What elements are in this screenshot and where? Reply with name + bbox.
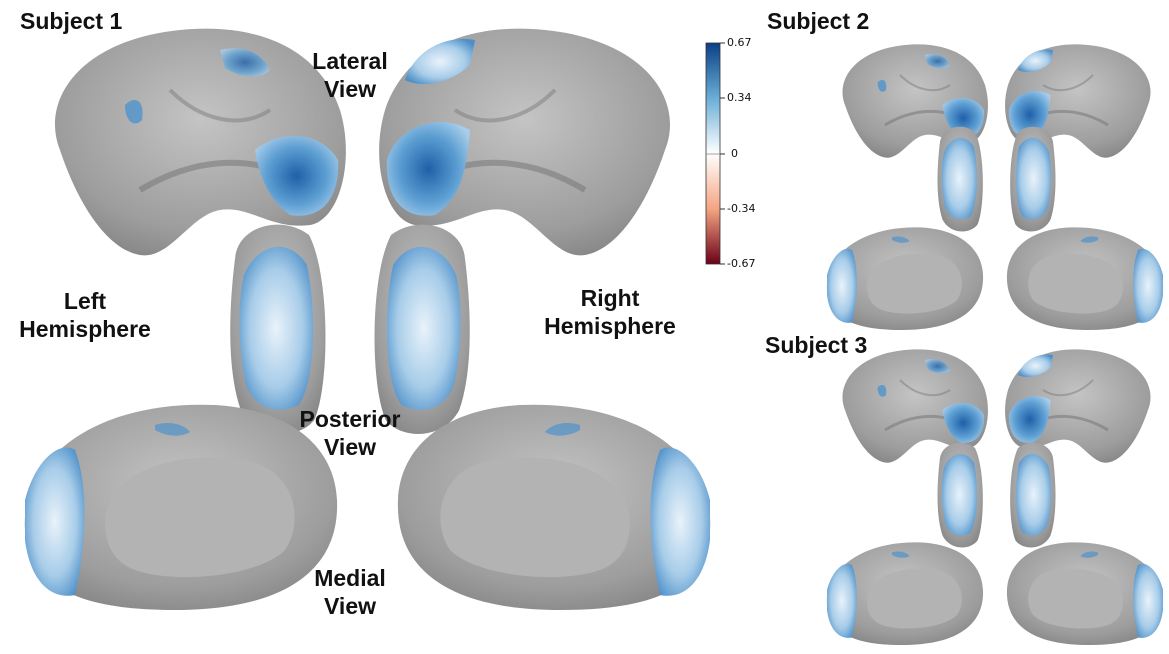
- subject3-medial-right-brain: [1006, 542, 1164, 645]
- colorbar-tick-0: 0: [731, 147, 738, 160]
- medial-view-label: Medial View: [314, 565, 386, 619]
- lateral-view-label: Lateral View: [312, 48, 388, 102]
- subject2-posterior-left-brain: [937, 126, 983, 232]
- subject2-posterior-right-brain: [1010, 126, 1056, 232]
- subject2-medial-right-brain: [1006, 227, 1164, 330]
- subject-1-label: Subject 1: [20, 8, 123, 34]
- colorbar-tick-0.67: 0.67: [727, 36, 752, 49]
- subject3-posterior-right-brain: [1010, 442, 1056, 548]
- colorbar-tick-0.34: 0.34: [727, 91, 752, 104]
- subject1-lateral-right-brain: [379, 29, 670, 256]
- left-hemisphere-label: Left Hemisphere: [19, 288, 151, 342]
- subject-2-label: Subject 2: [767, 8, 870, 34]
- colorbar-tick-neg-0.34: -0.34: [727, 202, 756, 215]
- colorbar: [705, 42, 725, 265]
- right-hemisphere-label: Right Hemisphere: [544, 285, 676, 339]
- subject3-posterior-left-brain: [937, 442, 983, 548]
- posterior-view-label: Posterior View: [299, 406, 401, 460]
- subject-3-label: Subject 3: [765, 332, 868, 358]
- colorbar-gradient: [705, 42, 721, 265]
- subject1-posterior-right-brain: [374, 224, 470, 434]
- subject3-medial-left-brain: [826, 542, 984, 645]
- subject1-posterior-left-brain: [230, 224, 326, 434]
- subject1-medial-right-brain: [397, 404, 711, 610]
- subject2-medial-left-brain: [826, 227, 984, 330]
- colorbar-tick-neg-0.67: -0.67: [727, 257, 756, 270]
